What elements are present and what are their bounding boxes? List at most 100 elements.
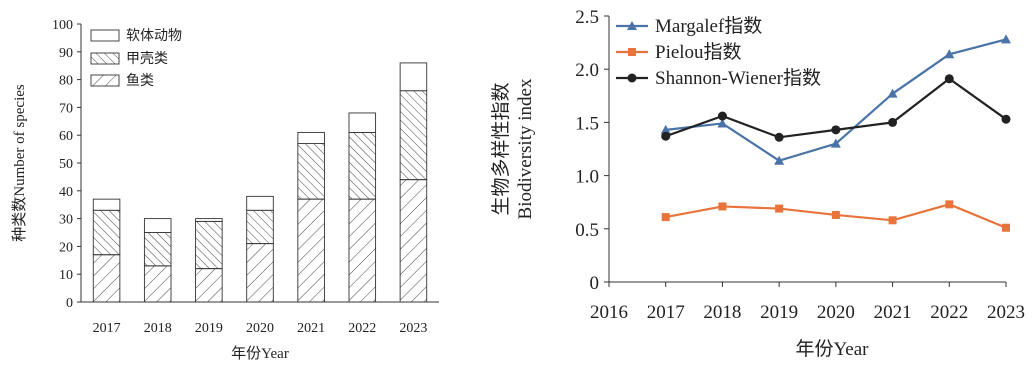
bar-segment-mollusca (348, 112, 377, 133)
point-margalef (660, 124, 671, 134)
bar-x-tick-label: 2023 (399, 321, 427, 336)
bar-segment-mollusca (195, 218, 223, 222)
point-shannon (774, 132, 784, 142)
point-shannon (661, 131, 671, 141)
line-x-tick-label: 2022 (930, 302, 968, 323)
bar-y-axis-label: 种类数Number of species (11, 84, 28, 242)
bar-legend: 软体动物 甲壳类 鱼类 (90, 27, 182, 88)
bar-segment-crustacea (92, 209, 121, 256)
line-y-tick-label: 2.5 (575, 7, 599, 28)
point-margalef (944, 49, 955, 59)
bar-segment-crustacea (195, 220, 223, 270)
bar-y-tick-label: 30 (59, 213, 73, 228)
point-pielou (831, 210, 840, 219)
line-x-axis-label: 年份Year (795, 338, 869, 360)
legend-swatch-fish (90, 74, 120, 87)
point-pielou (718, 202, 727, 211)
legend-swatch-mollusca (90, 29, 120, 42)
line-x-tick-label: 2020 (817, 302, 855, 323)
point-shannon (831, 125, 841, 135)
point-margalef (830, 138, 841, 148)
bar-y-tick-label: 70 (59, 101, 73, 116)
legend-label-crustacea: 甲壳类 (126, 50, 168, 66)
point-margalef (887, 88, 898, 98)
line-x-tick-label: 2017 (647, 302, 685, 323)
point-pielou (661, 213, 670, 222)
bar-y-tick-label: 60 (59, 129, 73, 144)
bar-segment-mollusca (92, 198, 121, 211)
bar-y-tick-label: 10 (59, 268, 73, 283)
legend-marker-margalef (627, 21, 637, 30)
bar-y-tick-label: 20 (59, 240, 73, 255)
line-x-ticks: 2016 2017 2018 2019 2020 2021 2022 2023 (590, 282, 1025, 323)
point-pielou (945, 200, 954, 209)
point-pielou (888, 216, 897, 225)
bar-segment-crustacea (246, 209, 274, 245)
bar-segment-crustacea (297, 143, 325, 200)
bar-segment-fish (92, 254, 121, 303)
point-pielou (775, 204, 784, 213)
bar-y-tick-label: 50 (59, 157, 73, 172)
legend-marker-pielou (628, 48, 636, 56)
bar-segment-crustacea (399, 90, 428, 181)
bar-segment-fish (348, 198, 377, 303)
legend-label-fish: 鱼类 (126, 72, 154, 88)
line-y-ticks: 0 0.5 1.0 1.5 2.0 2.5 (575, 7, 609, 294)
bar-segment-fish (297, 198, 325, 303)
line-y-tick-label: 1.0 (575, 167, 599, 188)
point-margalef (774, 155, 785, 165)
bar-segment-fish (246, 243, 274, 303)
point-shannon (717, 111, 727, 121)
legend-swatch-crustacea (90, 52, 120, 65)
bar-segment-mollusca (246, 195, 274, 211)
point-shannon (888, 117, 898, 127)
bar-x-tick-label: 2017 (93, 321, 121, 336)
line-x-tick-label: 2021 (874, 302, 912, 323)
line-x-tick-label: 2023 (987, 302, 1025, 323)
point-margalef (717, 118, 728, 128)
point-shannon (944, 74, 954, 84)
line-y-axis-label-en: Biodiversity index (515, 78, 536, 219)
legend-label-shannon: Shannon-Wiener指数 (655, 67, 821, 89)
bar-x-ticks: 2017 2018 2019 2020 2021 2022 2023 (93, 321, 428, 336)
bar-segment-mollusca (297, 131, 325, 144)
legend-marker-shannon (627, 73, 637, 83)
bar-x-tick-label: 2022 (348, 321, 376, 336)
point-shannon (1001, 114, 1011, 124)
bar-segment-fish (143, 265, 172, 303)
point-pielou (1002, 223, 1010, 232)
line-y-tick-label: 0 (590, 273, 600, 294)
bar-segment-mollusca (143, 218, 172, 233)
bar-y-tick-label: 90 (59, 46, 73, 61)
line-chart: 0 0.5 1.0 1.5 2.0 2.5 2016 2017 2018 2019 2020 202… (490, 7, 1025, 360)
bar-y-tick-label: 80 (59, 74, 73, 89)
bar-segment-mollusca (399, 62, 428, 92)
bar-y-tick-label: 100 (52, 18, 73, 33)
line-y-tick-label: 0.5 (575, 220, 599, 241)
legend-label-pielou: Pielou指数 (655, 41, 742, 63)
point-margalef (1001, 34, 1011, 44)
bar-segment-crustacea (348, 131, 377, 200)
bar-x-tick-label: 2021 (297, 321, 325, 336)
bar-y-tick-label: 40 (59, 185, 73, 200)
bar-x-tick-label: 2018 (144, 321, 172, 336)
line-x-tick-label: 2018 (703, 302, 741, 323)
bar-x-tick-label: 2019 (195, 321, 223, 336)
bar-y-tick-label: 0 (66, 296, 73, 311)
bar-y-ticks: 0 10 20 30 40 50 60 70 80 90 100 (52, 18, 81, 311)
bar-x-tick-label: 2020 (246, 321, 274, 336)
line-y-tick-label: 2.0 (575, 60, 599, 81)
legend-label-mollusca: 软体动物 (126, 27, 182, 43)
bar-segment-fish (399, 179, 428, 303)
bar-x-axis-label: 年份Year (231, 345, 289, 362)
line-series (660, 34, 1011, 232)
bar-plot-area (92, 62, 428, 303)
bar-segment-crustacea (143, 232, 172, 267)
bar-segment-fish (195, 268, 223, 303)
line-y-axis-label-cn: 生物多样性指数 (490, 82, 512, 215)
line-x-tick-label: 2019 (760, 302, 798, 323)
line-y-tick-label: 1.5 (575, 113, 599, 134)
legend-label-margalef: Margalef指数 (655, 15, 762, 37)
